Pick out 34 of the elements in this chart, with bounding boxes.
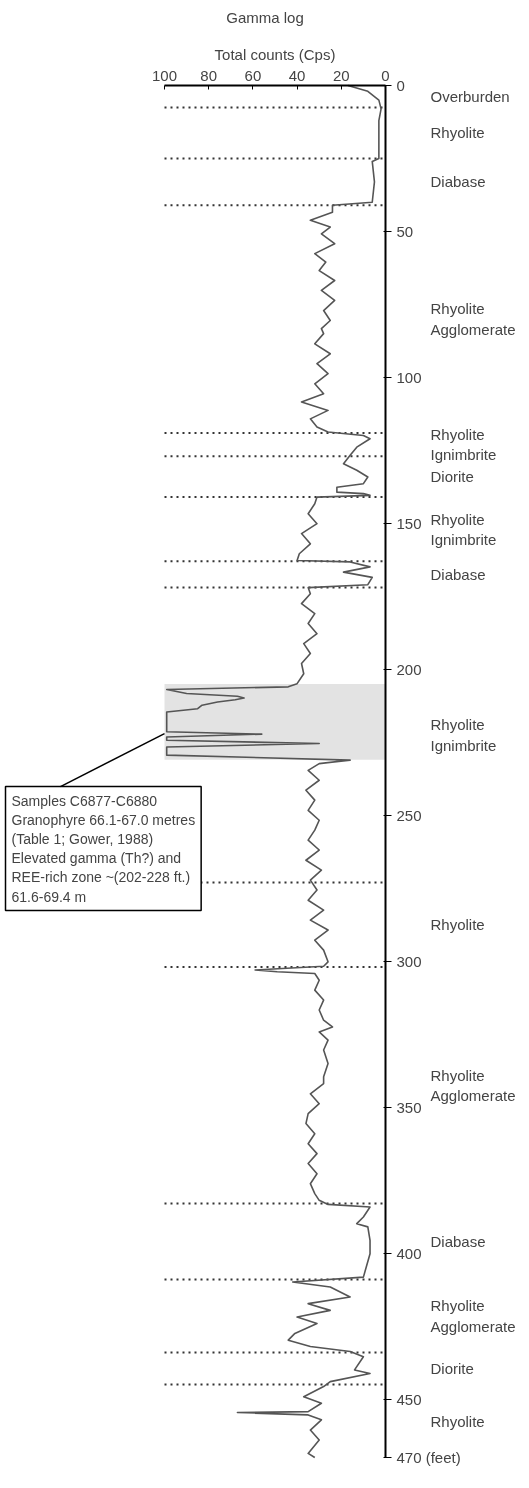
y-tick-label: 50: [396, 222, 414, 240]
text: Rhyolite Ignimbrite: [430, 716, 497, 754]
y-tick-label: 150: [396, 514, 422, 532]
chart-title: Gamma log: [226, 8, 304, 26]
text: Rhyolite Agglomerate: [430, 1066, 516, 1105]
text: Overburden: [430, 87, 510, 105]
text: Rhyolite Ignimbrite: [430, 425, 497, 464]
y-tick-label: 470 (feet): [396, 1449, 461, 1466]
y-tick-label: 450: [396, 1390, 422, 1408]
y-tick-label: 300: [396, 952, 422, 970]
x-tick-label: 20: [332, 66, 350, 84]
text: Rhyolite: [430, 916, 485, 934]
text: Rhyolite Agglomerate: [430, 1297, 516, 1335]
y-tick-label: 400: [396, 1244, 422, 1262]
text: Rhyolite Agglomerate: [430, 300, 516, 338]
x-tick-label: 100: [151, 66, 178, 84]
x-tick-label: 80: [200, 66, 218, 84]
text: Rhyolite: [430, 124, 485, 142]
x-tick-label: 40: [288, 66, 306, 84]
x-tick-label: 0: [381, 66, 390, 84]
y-tick-label: 200: [396, 660, 422, 678]
text: Diabase: [430, 173, 486, 191]
text: Rhyolite: [430, 1412, 485, 1430]
annotation: Samples C6877-C6880 Granophyre 66.1-67.0 metres (Table 1; Gower, 1988) Elevated gamma (Th?) and REE-rich zone ~(202-228 ft.) 61.6-69.4 m: [11, 792, 196, 905]
text: Diorite: [430, 1359, 474, 1377]
text: Diabase: [430, 1232, 486, 1250]
y-tick-label: 350: [396, 1098, 422, 1116]
text: Rhyolite Ignimbrite: [430, 510, 497, 548]
x-axis-title: Total counts (Cps): [214, 45, 336, 63]
y-tick-label: 100: [396, 368, 422, 386]
text: Diabase: [430, 565, 486, 583]
y-tick-label: 250: [396, 806, 422, 824]
text: Diorite: [430, 468, 474, 486]
x-tick-label: 60: [244, 66, 262, 84]
